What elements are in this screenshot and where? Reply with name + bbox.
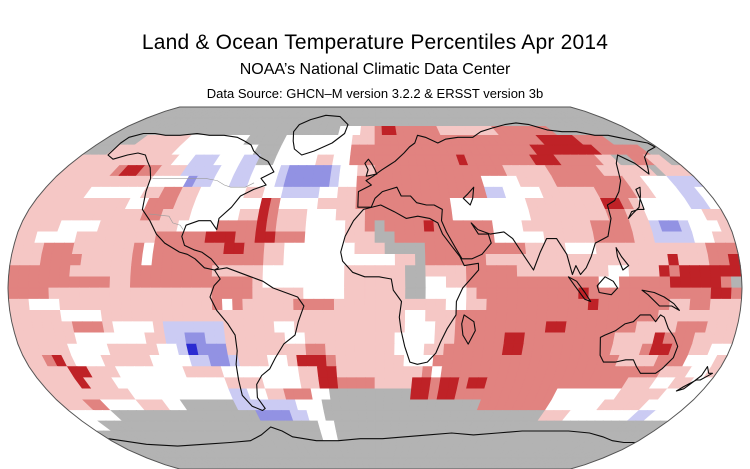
grid-cells [7, 106, 743, 469]
map-outline [7, 106, 743, 469]
country-borders [148, 178, 255, 230]
coastlines [107, 114, 714, 447]
